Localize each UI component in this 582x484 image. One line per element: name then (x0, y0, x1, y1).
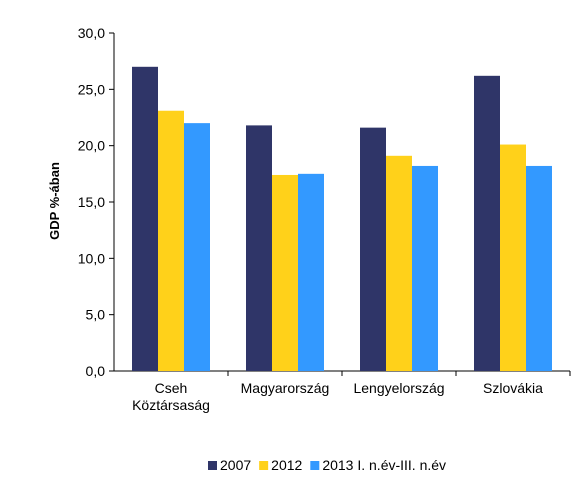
bar (360, 127, 386, 371)
y-tick-label: 10,0 (78, 250, 105, 266)
y-tick-label: 15,0 (78, 194, 105, 210)
x-tick-label: Lengyelország (353, 380, 444, 396)
x-tick-label: Köztársaság (132, 397, 210, 413)
bar (386, 155, 412, 371)
y-tick-label: 0,0 (86, 363, 106, 379)
y-tick-label: 25,0 (78, 81, 105, 97)
x-tick-label: Magyarország (241, 380, 330, 396)
x-tick-label: Szlovákia (483, 380, 543, 396)
bar (158, 110, 184, 372)
bar (246, 125, 272, 372)
bar (298, 173, 324, 371)
y-tick-label: 20,0 (78, 138, 105, 154)
x-tick-label: Cseh (155, 380, 188, 396)
y-tick-label: 5,0 (86, 307, 106, 323)
bar (132, 66, 158, 372)
bar (526, 165, 552, 371)
legend: 2007 2012 2013 I. n.év-III. n.év (208, 457, 446, 473)
bar (184, 123, 210, 371)
legend-label: 2007 (220, 457, 251, 473)
bar (474, 75, 500, 372)
plot-area: 0,0 5,0 10,0 15,0 20,0 25,0 30,0 CsehKöztársasá… (78, 25, 571, 413)
legend-swatch (208, 461, 217, 470)
legend-label: 2012 (271, 457, 302, 473)
legend-swatch (259, 461, 269, 470)
bar (412, 165, 438, 371)
y-tick-label: 30,0 (78, 25, 105, 41)
legend-swatch (310, 461, 320, 470)
bar (500, 144, 526, 371)
y-axis-label: GDP %-ában (47, 162, 62, 240)
bar (272, 174, 298, 371)
legend-label: 2013 I. n.év-III. n.év (322, 457, 446, 473)
